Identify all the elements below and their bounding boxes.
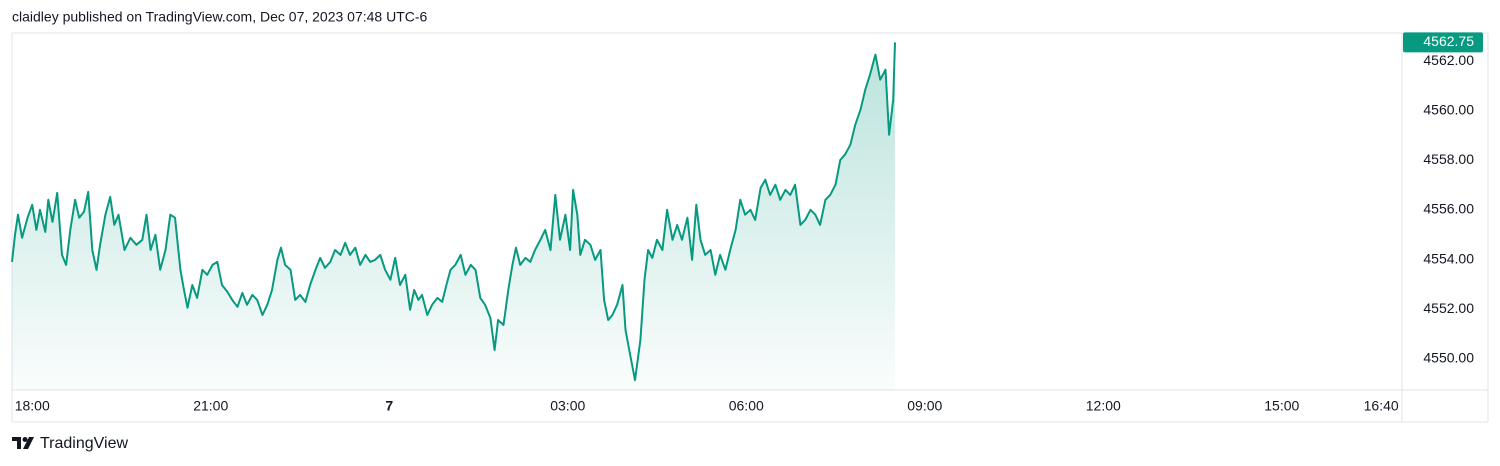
y-tick-label: 4556.00 <box>1423 201 1474 217</box>
y-tick-label: 4552.00 <box>1423 300 1474 316</box>
x-tick-label: 03:00 <box>550 398 585 414</box>
brand-name: TradingView <box>40 435 128 452</box>
area-fill <box>12 42 895 391</box>
x-tick-label: 16:40 <box>1364 398 1399 414</box>
y-tick-label: 4558.00 <box>1423 151 1474 167</box>
x-tick-label: 12:00 <box>1086 398 1121 414</box>
x-tick-label: 09:00 <box>907 398 942 414</box>
y-tick-label: 4560.00 <box>1423 101 1474 117</box>
y-tick-label: 4562.00 <box>1423 52 1474 68</box>
y-tick-label: 4554.00 <box>1423 250 1474 266</box>
chart-title: claidley published on TradingView.com, D… <box>12 9 428 25</box>
brand-logo <box>12 437 34 449</box>
x-tick-label: 18:00 <box>15 398 50 414</box>
y-tick-label: 4550.00 <box>1423 350 1474 366</box>
x-tick-label: 7 <box>385 398 393 414</box>
x-tick-label: 15:00 <box>1264 398 1299 414</box>
price-line <box>11 42 896 382</box>
x-tick-label: 06:00 <box>729 398 764 414</box>
last-price-badge <box>1403 32 1483 53</box>
x-tick-label: 21:00 <box>193 398 228 414</box>
last-price-label: 4562.75 <box>1423 33 1474 49</box>
